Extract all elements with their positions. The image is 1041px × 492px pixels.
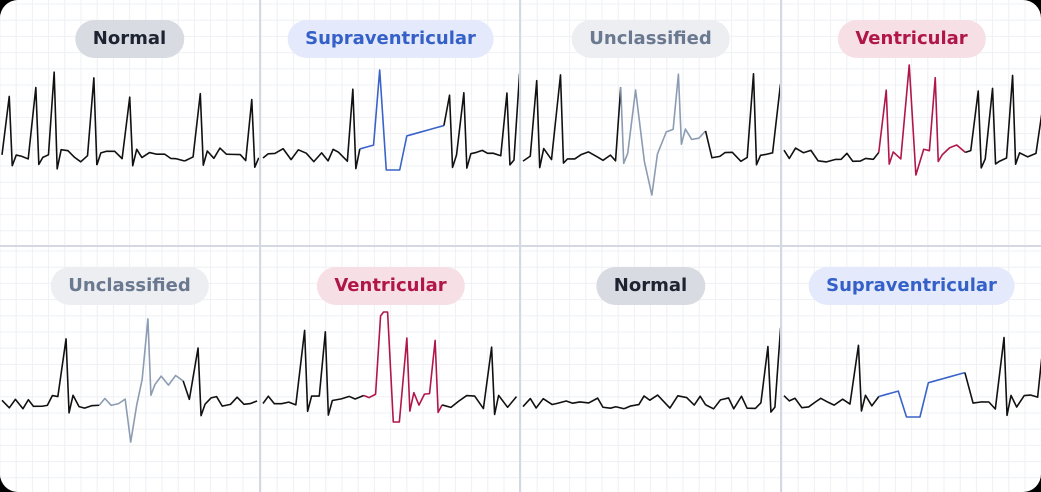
ecg-trace [441, 346, 518, 416]
label-pill: Normal [595, 267, 706, 305]
ecg-trace [965, 74, 1041, 169]
ecg-trace [619, 73, 707, 196]
panel: Ventricular [261, 247, 520, 492]
ecg-trace [878, 371, 966, 418]
ecg-trace [184, 92, 259, 169]
label-pill: Unclassified [571, 20, 730, 58]
panel: Supraventricular [261, 0, 520, 245]
panel: Ventricular [782, 0, 1041, 245]
ecg-trace [877, 64, 966, 176]
ecg-trace [705, 327, 780, 413]
label-pill: Supraventricular [287, 20, 494, 58]
label-pill: Normal [74, 20, 185, 58]
label-pill: Unclassified [50, 267, 209, 305]
label-pill: Ventricular [316, 267, 465, 305]
ecg-trace [964, 336, 1041, 417]
panel: Supraventricular [782, 247, 1041, 492]
ecg-trace [1, 338, 100, 414]
ecg-trace [359, 69, 445, 171]
ecg-trace [783, 147, 880, 163]
ecg-trace [262, 88, 361, 170]
ecg-trace [522, 397, 625, 410]
ecg-trace [1, 71, 98, 170]
label-pill: Supraventricular [808, 267, 1015, 305]
panel: Unclassified [0, 247, 259, 492]
ecg-trace [623, 394, 707, 410]
ecg-trace [783, 344, 880, 412]
divider [0, 245, 1041, 247]
ecg-trace [98, 318, 184, 443]
ecg-trace [96, 96, 185, 167]
label-pill: Ventricular [837, 20, 986, 58]
ecg-trace [443, 72, 520, 169]
ecg-trace [522, 74, 622, 169]
ecg-trace [704, 72, 780, 166]
ecg-trace [363, 311, 443, 423]
ecg-trace [182, 347, 258, 417]
panel: Normal [521, 247, 780, 492]
panel: Unclassified [521, 0, 780, 245]
panel: Normal [0, 0, 259, 245]
ecg-trace [262, 329, 364, 416]
